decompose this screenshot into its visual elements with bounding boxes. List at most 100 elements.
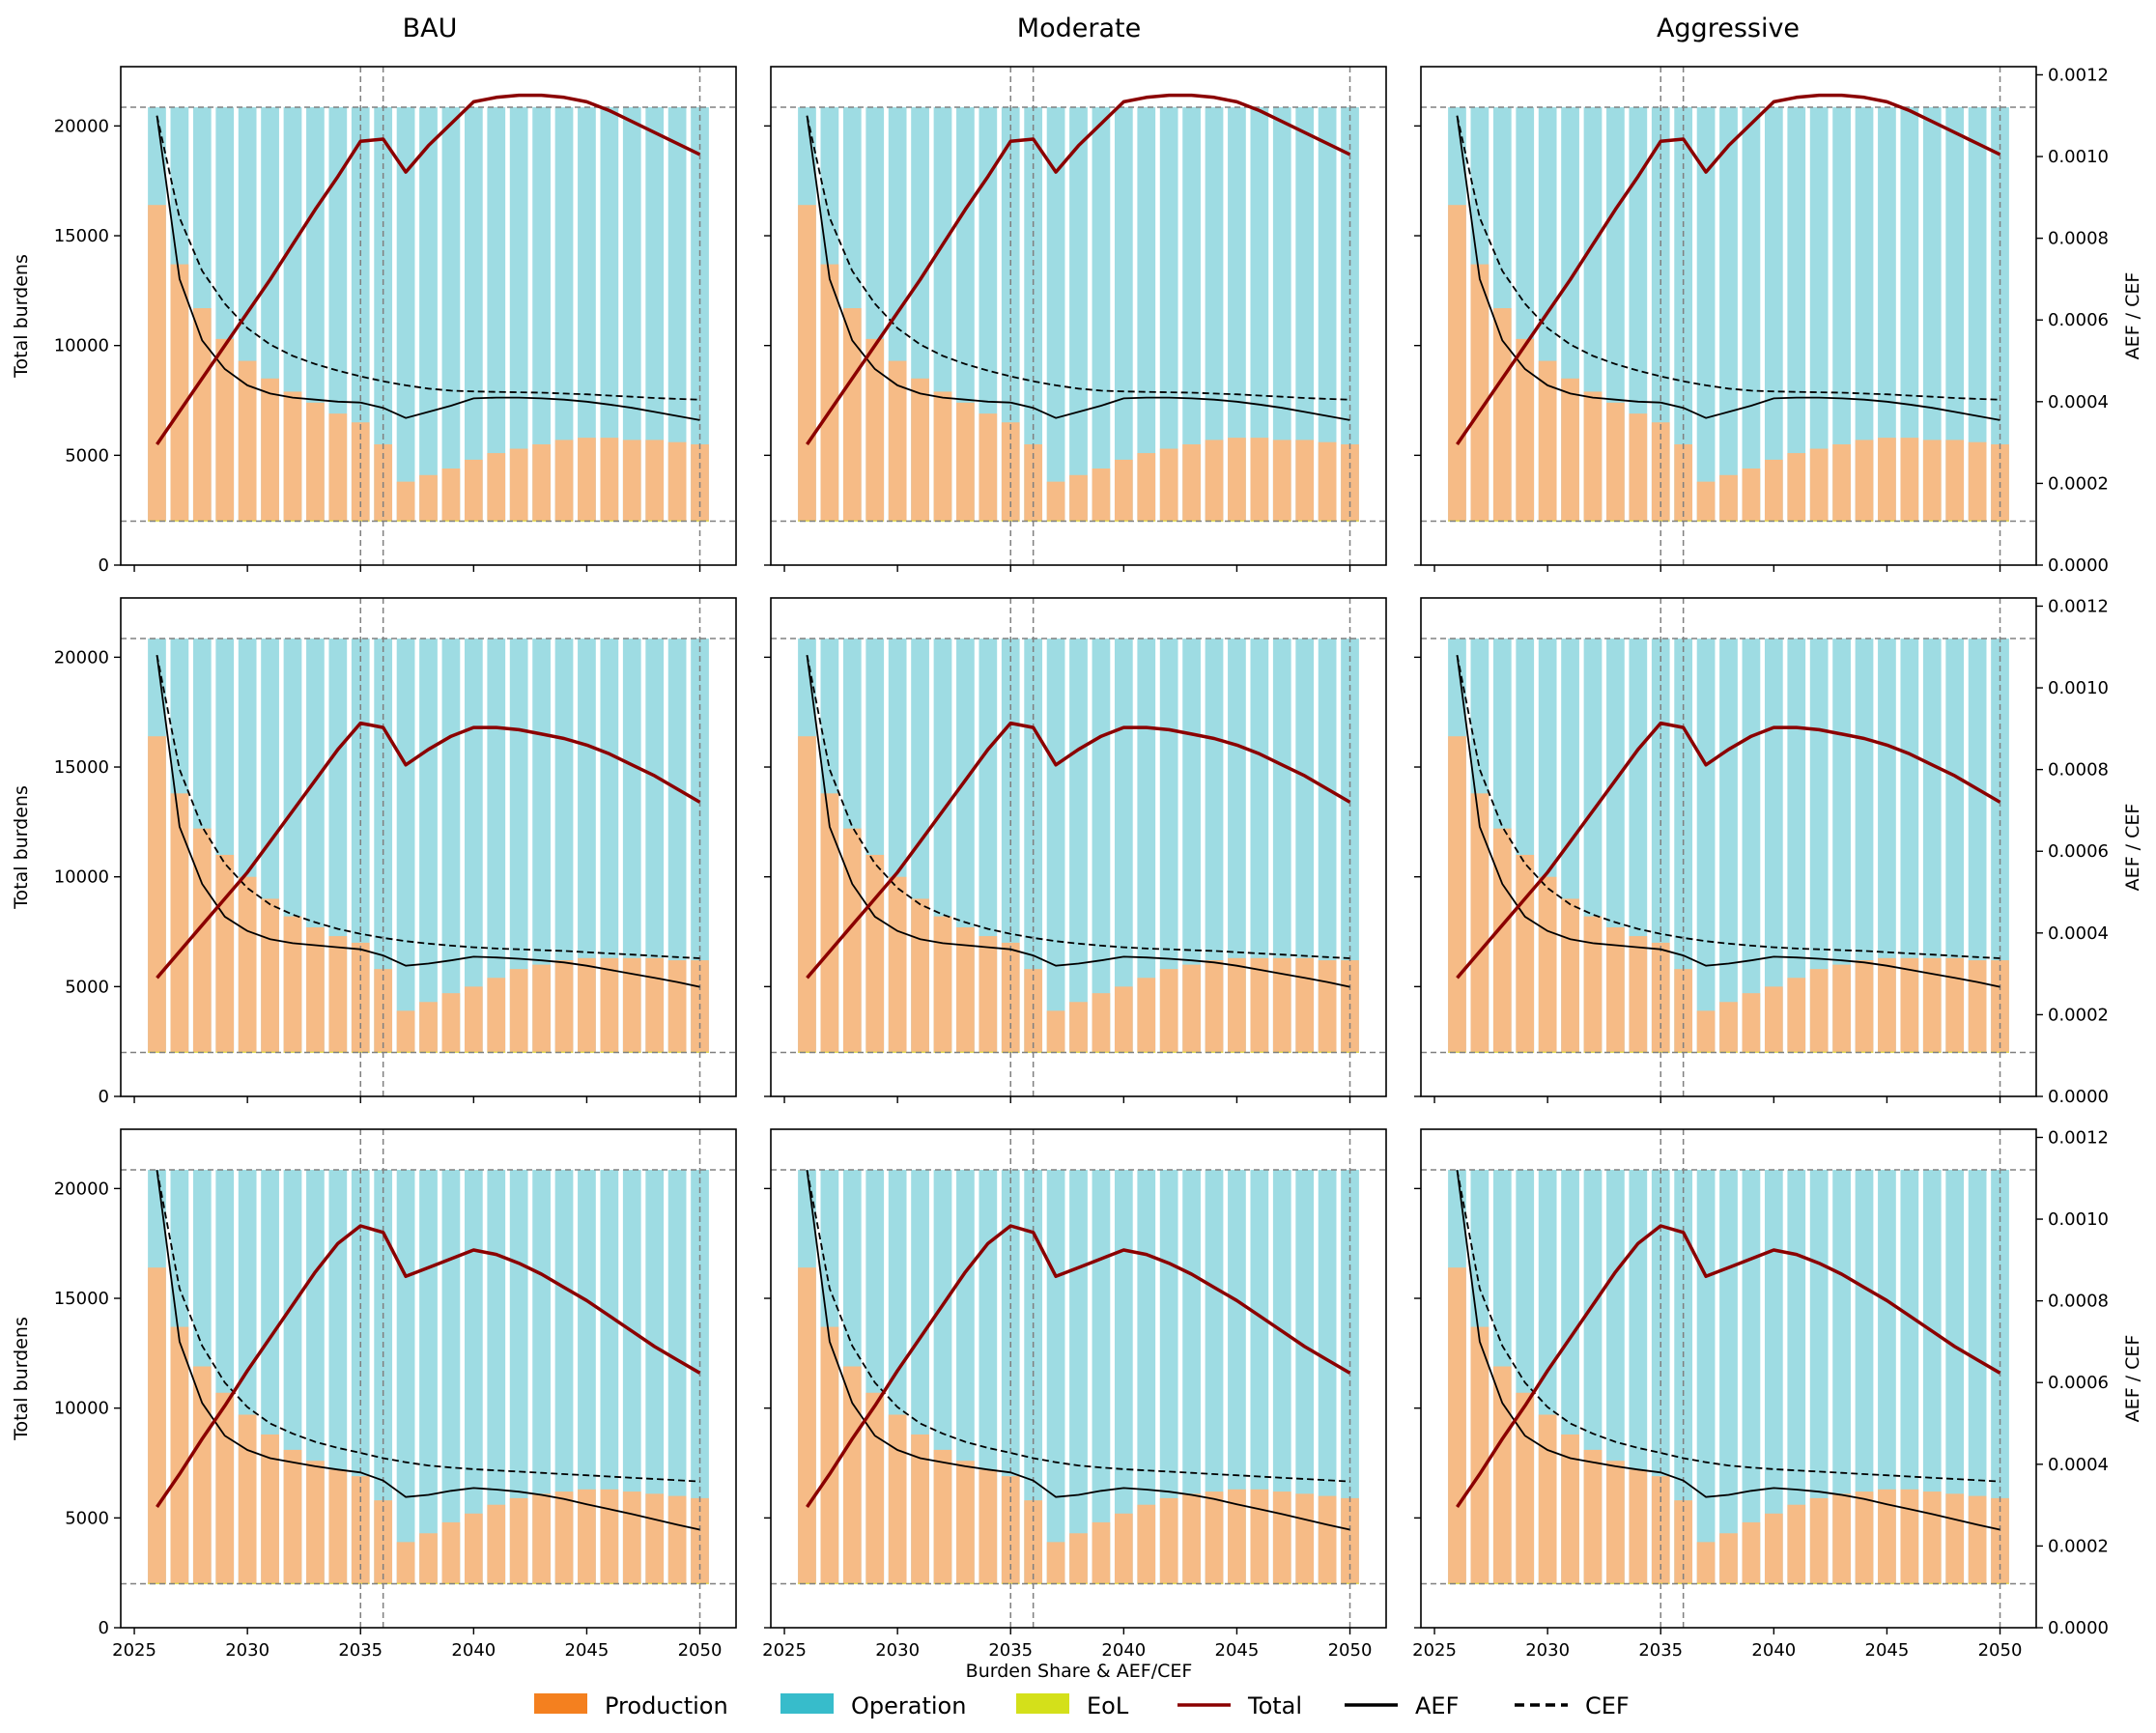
legend-label-cef: CEF [1585, 1692, 1630, 1719]
production-bar [374, 969, 393, 1053]
eol-bar [1516, 1051, 1535, 1054]
y-right-tick-label: 0.0002 [2048, 1005, 2109, 1025]
operation-bar [1295, 1170, 1315, 1584]
operation-bar [691, 107, 709, 522]
cef-line [1456, 655, 2000, 959]
y-right-tick-label: 0.0012 [2048, 596, 2109, 616]
legend-label-operation: Operation [851, 1692, 966, 1719]
operation-bar [1696, 107, 1716, 522]
production-bar [1205, 1492, 1224, 1584]
production-bar [1945, 957, 1965, 1053]
operation-bar [464, 639, 483, 1053]
production-bar [1719, 1002, 1738, 1053]
operation-bar [1696, 1170, 1716, 1584]
production-bar [1696, 481, 1716, 522]
production-bar [170, 1326, 189, 1584]
x-tick-label: 2030 [1525, 1640, 1570, 1661]
x-tick-label: 2045 [1215, 1640, 1260, 1661]
production-bar [261, 378, 279, 522]
production-bar [1448, 205, 1466, 522]
x-tick-label: 2045 [1865, 1640, 1910, 1661]
production-bar [192, 828, 212, 1053]
eol-bar [1137, 1051, 1156, 1054]
aef-line [156, 1170, 700, 1531]
x-tick-label: 2035 [988, 1640, 1033, 1661]
operation-bar [1024, 1170, 1043, 1584]
production-bar [933, 916, 952, 1053]
operation-bar [1272, 639, 1291, 1053]
eol-bar [283, 1051, 302, 1054]
plot-area [1421, 1129, 2036, 1628]
production-bar [1561, 1434, 1579, 1584]
y-right-tick-label: 0.0000 [2048, 1087, 2109, 1107]
production-bar [1137, 1504, 1156, 1584]
operation-bar [1069, 639, 1088, 1053]
production-bar [283, 1449, 302, 1584]
production-bar [215, 338, 235, 522]
x-tick-label: 2040 [1101, 1640, 1146, 1661]
production-bar [798, 1267, 816, 1584]
plot-area [121, 598, 736, 1096]
operation-bar [1719, 1170, 1738, 1584]
operation-bar [1809, 107, 1829, 522]
production-bar [419, 474, 438, 522]
y-right-tick-label: 0.0010 [2048, 678, 2109, 698]
eol-bar [622, 1051, 641, 1054]
production-bar [1069, 1533, 1088, 1584]
production-bar [1182, 443, 1201, 522]
x-tick-label: 2045 [565, 1640, 610, 1661]
operation-bar [1764, 639, 1783, 1053]
operation-bar [1968, 639, 1987, 1053]
production-bar [1922, 957, 1942, 1053]
operation-bar [1674, 639, 1693, 1053]
production-bar [1764, 1513, 1783, 1584]
operation-bar [1024, 107, 1043, 522]
operation-bar [1092, 1170, 1111, 1584]
y-right-tick-label: 0.0006 [2048, 1373, 2109, 1393]
eol-bar [667, 1051, 687, 1054]
y-left-tick-label: 5000 [65, 1508, 109, 1528]
operation-bar [1855, 107, 1874, 522]
y-left-tick-label: 20000 [54, 647, 109, 668]
y-right-tick-label: 0.0008 [2048, 760, 2109, 781]
panel-1-3: 0.0000 0.0002 0.0004 0.0006 0.0008 0.0010 0.00… [1414, 65, 2143, 576]
production-bar [1968, 960, 1987, 1053]
y-right-tick-label: 0.0008 [2048, 1292, 2109, 1312]
eol-bar [667, 1582, 687, 1585]
total-line [156, 93, 701, 445]
operation-bar [1001, 107, 1020, 522]
production-bar [509, 448, 528, 522]
plot-area [1421, 67, 2036, 565]
operation-bar [1764, 1170, 1783, 1584]
x-tick-label: 2035 [338, 1640, 383, 1661]
production-bar [578, 438, 596, 522]
production-bar [911, 378, 929, 522]
eol-bar [1968, 1582, 1987, 1585]
operation-bar [1114, 1170, 1133, 1584]
eol-bar [148, 1051, 166, 1054]
x-tick-label: 2025 [762, 1640, 807, 1661]
operation-bar [1719, 107, 1738, 522]
eol-bar [1516, 1582, 1535, 1585]
production-bar [1764, 986, 1783, 1053]
cef-line [156, 1170, 700, 1483]
legend-label-production: Production [605, 1692, 728, 1719]
operation-bar [351, 107, 370, 522]
eol-bar [1318, 1582, 1337, 1585]
eol-bar [798, 1051, 816, 1054]
operation-bar [1137, 107, 1156, 522]
total-line [806, 93, 1351, 445]
operation-bar [1205, 639, 1224, 1053]
production-bar [1878, 1489, 1896, 1584]
operation-bar [1295, 639, 1315, 1053]
operation-bar [1341, 639, 1359, 1053]
y-right-tick-label: 0.0010 [2048, 147, 2109, 167]
production-bar [1448, 736, 1466, 1053]
operation-bar [645, 639, 665, 1053]
eol-bar [419, 1051, 438, 1054]
operation-bar [1922, 639, 1942, 1053]
production-bar [1228, 957, 1246, 1053]
eol-bar [1205, 520, 1224, 523]
panel-frame [120, 1128, 737, 1629]
production-bar [1606, 402, 1625, 522]
